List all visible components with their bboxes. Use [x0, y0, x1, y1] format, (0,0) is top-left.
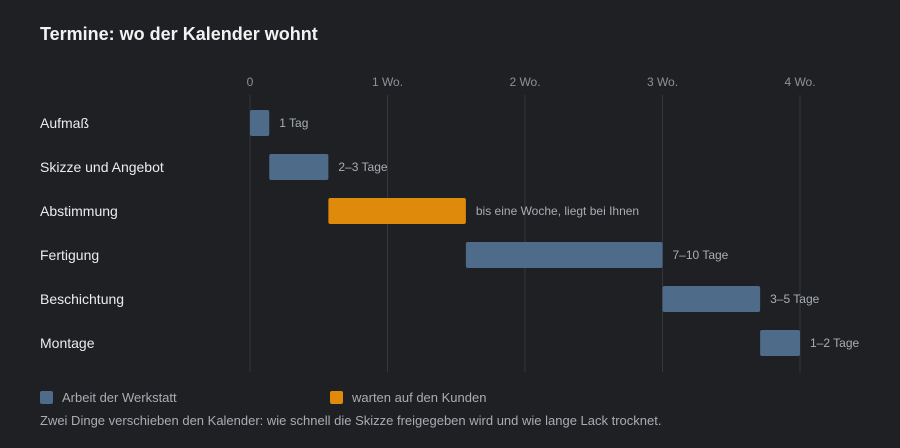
legend-label-workshop: Arbeit der Werkstatt — [62, 390, 177, 405]
task-name-label: Fertigung — [40, 247, 99, 263]
x-tick-label: 1 Wo. — [372, 75, 403, 89]
bar-duration-label: 7–10 Tage — [673, 248, 729, 262]
task-bar — [662, 286, 761, 312]
legend-item-customer: warten auf den Kunden — [330, 390, 486, 405]
task-name-label: Montage — [40, 335, 95, 351]
x-tick-label: 3 Wo. — [647, 75, 678, 89]
task-bar — [465, 242, 663, 268]
task-name-label: Aufmaß — [40, 115, 89, 131]
bar-duration-label: bis eine Woche, liegt bei Ihnen — [476, 204, 639, 218]
x-tick-label: 2 Wo. — [509, 75, 540, 89]
bar-duration-label: 2–3 Tage — [338, 160, 387, 174]
task-name-label: Abstimmung — [40, 203, 118, 219]
task-bar — [269, 154, 329, 180]
chart-caption: Zwei Dinge verschieben den Kalender: wie… — [40, 413, 662, 428]
task-bars — [250, 110, 800, 356]
task-bar — [760, 330, 800, 356]
task-labels: Aufmaß Skizze und Angebot Abstimmung Fertig… — [40, 115, 164, 351]
task-name-label: Skizze und Angebot — [40, 159, 164, 175]
task-bar — [250, 110, 270, 136]
task-name-label: Beschichtung — [40, 291, 124, 307]
legend-label-customer: warten auf den Kunden — [352, 390, 487, 405]
chart-title: Termine: wo der Kalender wohnt — [40, 24, 318, 44]
grid-lines — [249, 95, 801, 372]
x-tick-label: 0 — [247, 75, 254, 89]
bar-duration-label: 1–2 Tage — [810, 336, 859, 350]
bar-duration-label: 1 Tag — [279, 116, 308, 130]
task-bar — [328, 198, 466, 224]
bar-duration-label: 3–5 Tage — [770, 292, 819, 306]
x-axis-ticks: 0 1 Wo. 2 Wo. 3 Wo. 4 Wo. — [247, 75, 816, 89]
x-tick-label: 4 Wo. — [784, 75, 815, 89]
legend-item-workshop: Arbeit der Werkstatt — [40, 390, 177, 405]
legend-swatch-customer — [330, 391, 343, 404]
bar-duration-labels: 1 Tag 2–3 Tage bis eine Woche, liegt bei I… — [279, 116, 859, 350]
legend-swatch-workshop — [40, 391, 53, 404]
